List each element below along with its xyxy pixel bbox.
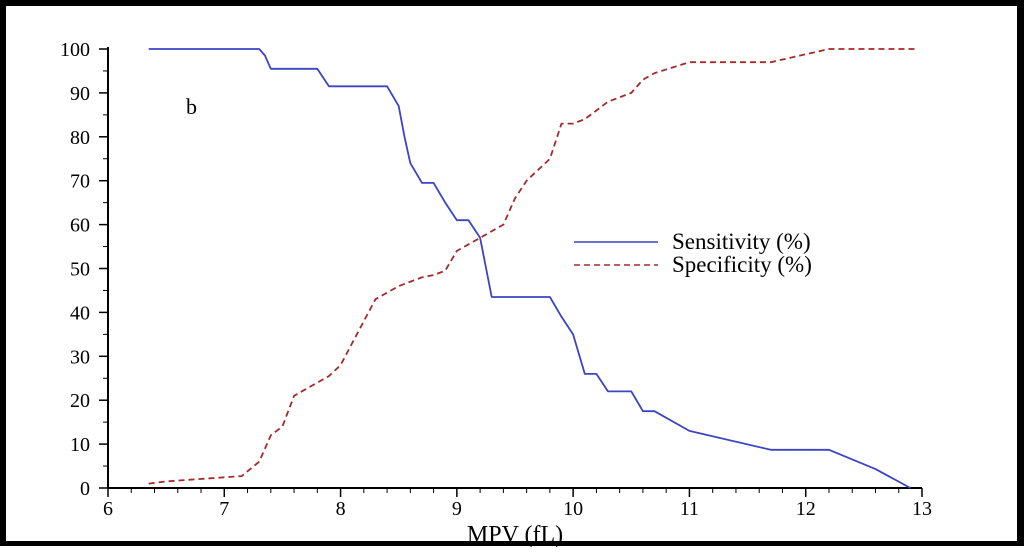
x-tick-label: 8 (336, 498, 346, 520)
x-axis-ticks: 6 7 8 9 10 11 12 13 (103, 488, 932, 520)
y-tick-label: 70 (70, 171, 90, 193)
x-tick-label: 12 (796, 498, 816, 520)
y-tick-label: 30 (70, 346, 90, 368)
x-axis-title: MPV (fL) (467, 522, 563, 548)
x-tick-label: 7 (219, 498, 229, 520)
line-chart: 6 7 8 9 10 11 12 13 0 10 20 30 40 50 60 70 80 90 100 b MP… (60, 39, 932, 548)
x-tick-label: 10 (563, 498, 583, 520)
y-tick-label: 90 (70, 83, 90, 105)
y-tick-label: 0 (80, 478, 90, 500)
series-line-sensitivity (148, 48, 911, 489)
y-tick-label: 80 (70, 127, 90, 149)
y-tick-label: 40 (70, 302, 90, 324)
series-layer (148, 48, 917, 489)
x-tick-label: 13 (912, 498, 932, 520)
series-line-specificity (148, 48, 917, 485)
legend-label-sensitivity: Sensitivity (%) (672, 229, 811, 254)
panel-label: b (186, 94, 197, 119)
axes (107, 47, 922, 489)
y-tick-label: 10 (70, 434, 90, 456)
y-tick-label: 60 (70, 215, 90, 237)
y-tick-label: 20 (70, 390, 90, 412)
y-tick-label: 50 (70, 259, 90, 281)
y-axis-ticks: 0 10 20 30 40 50 60 70 80 90 100 (60, 39, 108, 500)
x-tick-label: 6 (103, 498, 113, 520)
legend-label-specificity: Specificity (%) (672, 252, 812, 277)
x-tick-label: 9 (452, 498, 462, 520)
x-tick-label: 11 (680, 498, 699, 520)
y-tick-label: 100 (60, 39, 90, 61)
legend: Sensitivity (%) Specificity (%) (574, 229, 812, 277)
